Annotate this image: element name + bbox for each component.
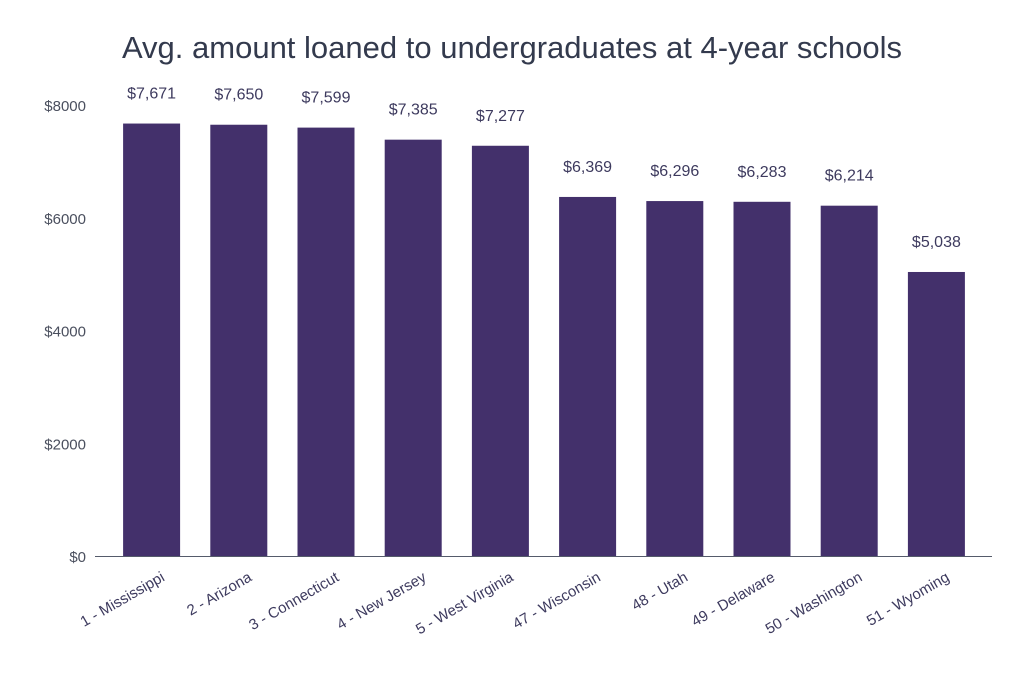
bar-value-label: $5,038 <box>912 234 961 251</box>
x-tick-label: 3 - Connecticut <box>246 568 343 634</box>
bars <box>123 123 965 557</box>
bar-value-label: $6,283 <box>738 164 787 181</box>
x-tick-label: 5 - West Virginia <box>413 568 517 638</box>
bar-value-label: $6,296 <box>650 163 699 180</box>
y-tick-label: $4000 <box>44 324 86 341</box>
bar <box>471 145 529 556</box>
y-axis-labels: $0 $2000 $4000 $6000 $8000 <box>44 98 86 566</box>
bar-value-label: $7,599 <box>302 90 351 107</box>
bar <box>123 123 181 557</box>
bar <box>733 201 791 556</box>
value-labels: $7,671 $7,650 $7,599 $7,385 $7,277 $6,369 $6,2… <box>127 86 961 251</box>
y-tick-label: $0 <box>69 549 86 566</box>
bar <box>907 271 965 556</box>
bar-value-label: $6,214 <box>825 168 874 185</box>
bar-value-label: $7,671 <box>127 86 176 103</box>
bar-value-label: $6,369 <box>563 159 612 176</box>
bar-value-label: $7,385 <box>389 102 438 119</box>
y-tick-label: $6000 <box>44 211 86 228</box>
x-tick-label: 2 - Arizona <box>184 568 255 619</box>
chart-title: Avg. amount loaned to undergraduates at … <box>121 30 903 65</box>
y-tick-label: $8000 <box>44 98 86 115</box>
bar-value-label: $7,277 <box>476 108 525 125</box>
bar-value-label: $7,650 <box>214 87 263 104</box>
x-tick-label: 47 - Wisconsin <box>510 569 604 633</box>
x-tick-label: 50 - Washington <box>763 569 866 638</box>
bar <box>559 196 617 556</box>
bar <box>646 201 704 557</box>
y-tick-label: $2000 <box>44 436 86 453</box>
x-tick-label: 48 - Utah <box>629 569 691 615</box>
bar <box>210 124 268 556</box>
bar <box>297 127 355 556</box>
bar <box>820 205 878 557</box>
x-tick-label: 1 - Mississippi <box>78 569 168 631</box>
x-tick-label: 51 - Wyoming <box>864 569 953 630</box>
bar <box>384 139 442 556</box>
